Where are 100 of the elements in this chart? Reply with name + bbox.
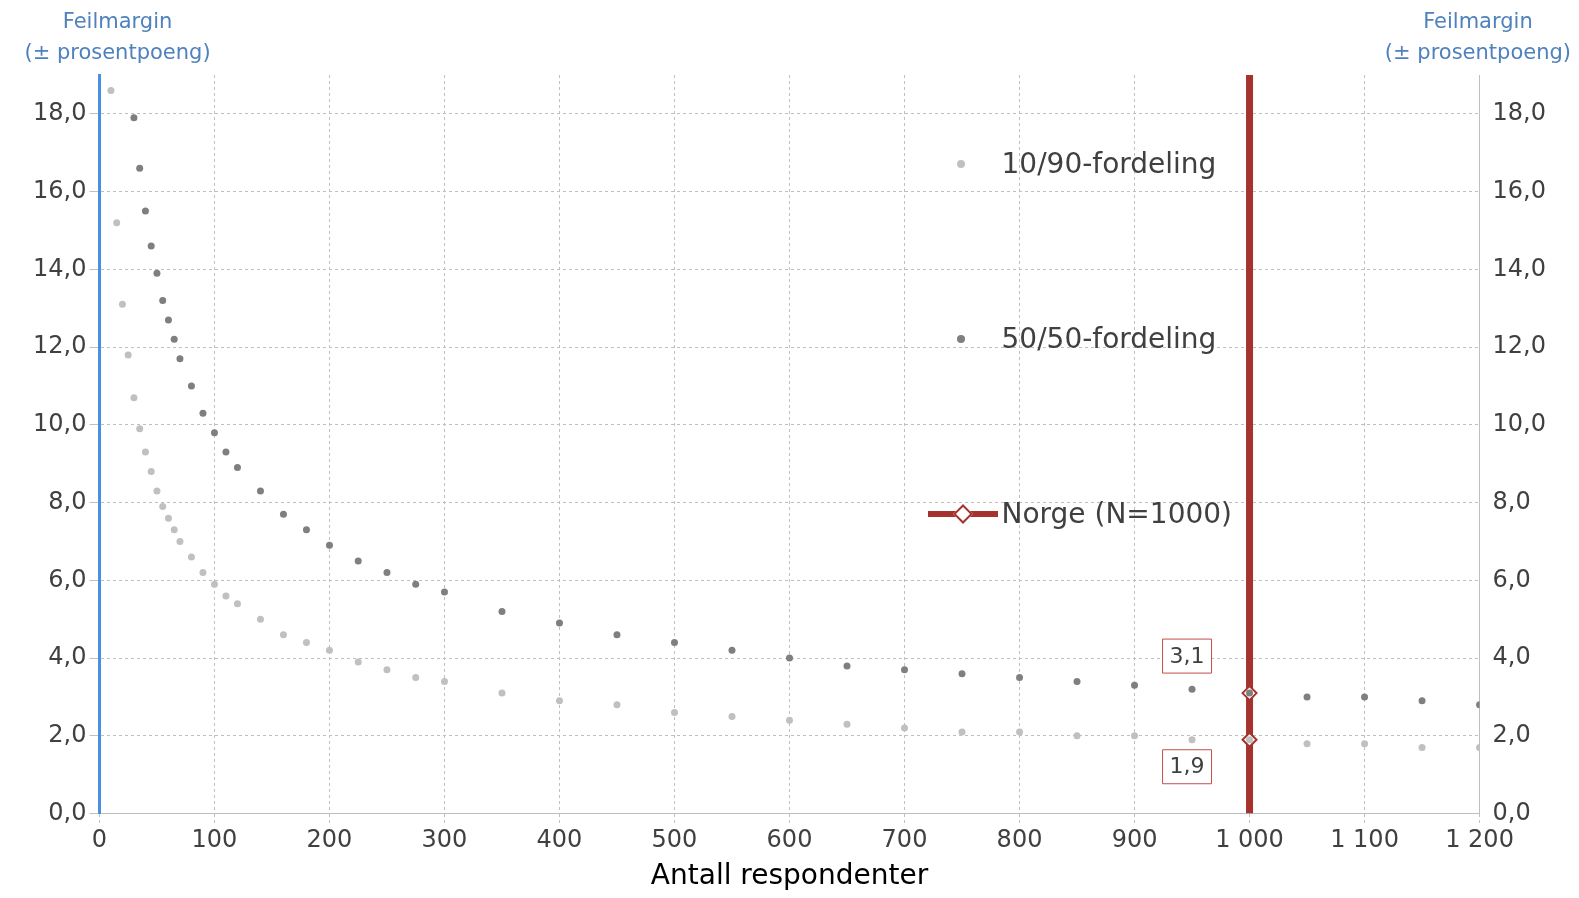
point [1016,674,1024,682]
point [136,164,144,172]
point [613,701,621,709]
point [613,631,621,639]
point [302,639,310,647]
point [170,335,178,343]
point [843,662,851,670]
legend-label: 50/50-fordeling [1001,322,1217,356]
point [383,569,391,577]
point [279,631,287,639]
point [901,724,909,732]
x-tick-label: 900 [1111,825,1158,854]
point [901,666,909,674]
point [555,697,563,705]
y2-tick-label: 6,0 [1492,564,1531,593]
point [670,639,678,647]
point [176,355,184,363]
point [256,487,264,495]
point [159,503,167,510]
point [498,689,506,697]
y-tick-label: 8,0 [48,486,87,515]
point [199,409,207,417]
y-tick-label: 10,0 [33,409,87,438]
point [147,468,155,476]
point [130,394,138,402]
legend-label: 10/90-fordeling [1001,147,1217,181]
x-tick-label: 400 [536,825,583,854]
y2-tick-label: 4,0 [1492,642,1531,671]
point [1361,740,1369,748]
y2-tick-label: 12,0 [1492,331,1546,360]
point [210,580,218,588]
x-tick-label: 700 [881,825,928,854]
point [147,242,155,250]
point [279,510,287,518]
point [412,674,420,682]
point [498,607,506,615]
point [222,448,230,456]
point [187,553,195,561]
point [199,569,207,577]
point [555,619,563,627]
point [1131,681,1139,689]
point [958,728,966,736]
point [210,429,218,437]
point [159,296,167,304]
annotation: 1,9 [1169,753,1205,779]
y2-tick-label: 2,0 [1492,720,1531,749]
x-tick-label: 1 200 [1445,825,1514,854]
point [1073,677,1081,685]
point [164,316,172,324]
point [843,720,851,728]
point [170,526,178,534]
point [113,219,121,227]
point [233,464,241,472]
point [1131,732,1139,740]
y-tick-label: 18,0 [33,98,87,127]
y-tick-label: 14,0 [33,253,87,282]
point [1188,736,1196,744]
point [728,712,736,720]
point [354,557,362,565]
point [141,448,149,456]
x-tick-label: 0 [91,825,108,854]
point [1303,693,1311,701]
point [164,514,172,522]
point [1303,740,1311,748]
point [325,646,333,654]
y2-axis-title: Feilmargin (± prosentpoeng) [1384,8,1571,66]
point [383,666,391,674]
point [124,351,132,359]
y2-tick-label: 18,0 [1492,98,1546,127]
y-tick-label: 16,0 [33,175,87,204]
x-tick-label: 200 [306,825,353,854]
x-tick-label: 500 [651,825,698,854]
x-tick-label: 300 [421,825,468,854]
point [136,425,144,433]
y2-tick-label: 14,0 [1492,253,1546,282]
point [412,580,420,588]
point [440,588,448,596]
point [1188,685,1196,693]
point [958,670,966,678]
y-tick-label: 2,0 [48,720,87,749]
point [670,709,678,717]
point [1418,697,1426,705]
x-tick-label: 1 100 [1330,825,1399,854]
y2-tick-label: 10,0 [1492,409,1546,438]
point [354,658,362,666]
point [1418,744,1426,752]
point [187,382,195,390]
point [118,300,126,308]
point [153,269,161,277]
point [153,487,161,495]
point [130,114,138,122]
y-axis-title: Feilmargin (± prosentpoeng) [24,8,211,66]
point [233,600,241,608]
point [256,615,264,623]
y-tick-label: 12,0 [33,331,87,360]
x-axis-title: Antall respondenter [650,858,929,892]
annotation: 3,1 [1169,642,1205,668]
y-tick-label: 6,0 [48,564,87,593]
point [1073,732,1081,740]
point [728,646,736,654]
